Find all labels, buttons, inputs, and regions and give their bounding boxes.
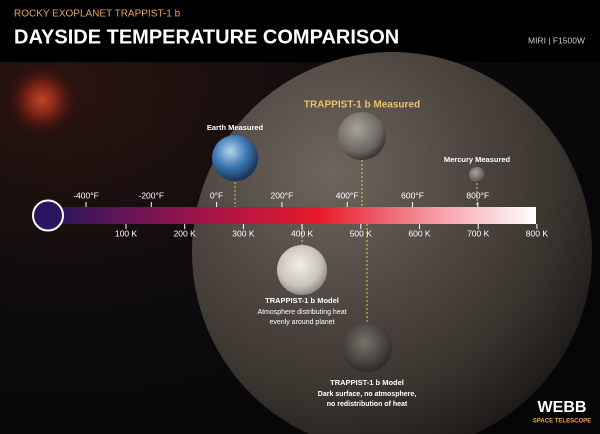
fahrenheit-label: -400°F bbox=[73, 190, 99, 200]
trappist-measured bbox=[338, 112, 386, 160]
kelvin-label: 200 K bbox=[174, 228, 197, 238]
kelvin-label: 400 K bbox=[291, 228, 314, 238]
thermometer-bulb bbox=[32, 199, 64, 232]
model-note: Atmosphere distributing heat bbox=[257, 309, 346, 316]
kelvin-label: 300 K bbox=[232, 228, 255, 238]
kelvin-label: 100 K bbox=[115, 228, 138, 238]
scale: -400°F -200°F 0°F 200°F 400°F 600°F 800°F 100 K… bbox=[73, 190, 548, 238]
kelvin-label: 700 K bbox=[467, 228, 490, 238]
background-planet bbox=[192, 52, 592, 434]
model-label: TRAPPIST-1 b Model bbox=[265, 296, 339, 305]
model-bare bbox=[342, 322, 392, 372]
fahrenheit-label: 400°F bbox=[336, 190, 359, 200]
fahrenheit-label: 800°F bbox=[466, 190, 489, 200]
model-atmosphere bbox=[277, 245, 327, 295]
fahrenheit-label: 0°F bbox=[210, 190, 223, 200]
model-note: Dark surface, no atmosphere, bbox=[318, 391, 416, 398]
fahrenheit-label: 200°F bbox=[271, 190, 294, 200]
kelvin-label: 800 K bbox=[526, 228, 549, 238]
instrument: MIRI | F1500W bbox=[528, 35, 585, 45]
earth bbox=[212, 135, 258, 181]
planet-label: Mercury Measured bbox=[444, 155, 511, 164]
planet-label: Earth Measured bbox=[207, 123, 264, 132]
subtitle: ROCKY EXOPLANET TRAPPIST-1 b bbox=[14, 9, 181, 20]
title: DAYSIDE TEMPERATURE COMPARISON bbox=[14, 26, 399, 48]
kelvin-label: 600 K bbox=[408, 228, 431, 238]
model-note: evenly around planet bbox=[270, 319, 335, 326]
header-band bbox=[0, 0, 600, 62]
planet-label: TRAPPIST-1 b Measured bbox=[304, 100, 420, 111]
kelvin-label: 500 K bbox=[350, 228, 373, 238]
star bbox=[2, 60, 82, 140]
fahrenheit-label: -200°F bbox=[138, 190, 164, 200]
model-note: no redistribution of heat bbox=[327, 401, 408, 408]
logo-sub: SPACE TELESCOPE bbox=[533, 419, 591, 425]
temperature-bar bbox=[56, 207, 536, 224]
model-label: TRAPPIST-1 b Model bbox=[330, 378, 404, 387]
fahrenheit-label: 600°F bbox=[401, 190, 424, 200]
logo: WEBB bbox=[538, 399, 587, 416]
mercury bbox=[469, 167, 485, 183]
